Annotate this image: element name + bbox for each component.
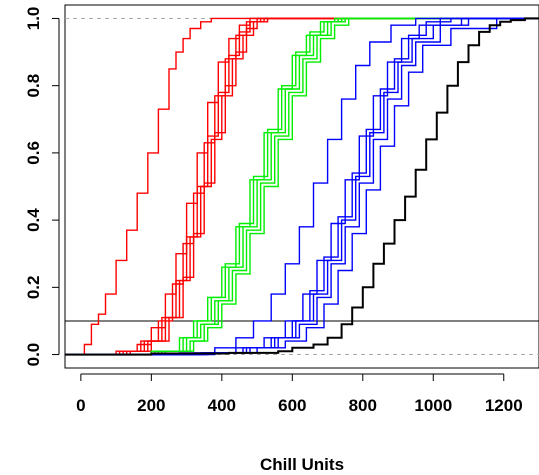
series-line-5 xyxy=(65,17,539,356)
series-line-16 xyxy=(65,17,539,356)
y-tick-label: 1.0 xyxy=(24,7,43,31)
y-tick-label: 0.2 xyxy=(24,276,43,300)
plot-frame xyxy=(64,4,539,369)
x-tick-label: 800 xyxy=(349,396,377,415)
y-axis: 0.0 0.2 0.4 0.6 0.8 1.0 xyxy=(24,7,60,367)
series-line-11 xyxy=(65,17,539,356)
x-tick-label: 1000 xyxy=(414,396,452,415)
y-tick-label: 0.4 xyxy=(24,208,43,232)
x-tick-label: 1200 xyxy=(485,396,523,415)
series-line-17 xyxy=(65,17,539,356)
y-tick-label: 0.0 xyxy=(24,343,43,367)
plot-area xyxy=(64,4,539,369)
series-line-10 xyxy=(65,17,539,356)
series-group xyxy=(65,17,539,356)
x-tick-label: 400 xyxy=(208,396,236,415)
x-axis: 0 200 400 600 800 1000 1200 xyxy=(76,373,523,415)
y-tick-label: 0.6 xyxy=(24,141,43,165)
series-line-0 xyxy=(80,17,539,356)
x-tick-label: 0 xyxy=(76,396,85,415)
x-tick-label: 200 xyxy=(137,396,165,415)
y-tick-label: 0.8 xyxy=(24,74,43,98)
x-tick-label: 600 xyxy=(278,396,306,415)
x-axis-title: Chill Units xyxy=(260,455,344,474)
series-line-1 xyxy=(65,17,539,356)
